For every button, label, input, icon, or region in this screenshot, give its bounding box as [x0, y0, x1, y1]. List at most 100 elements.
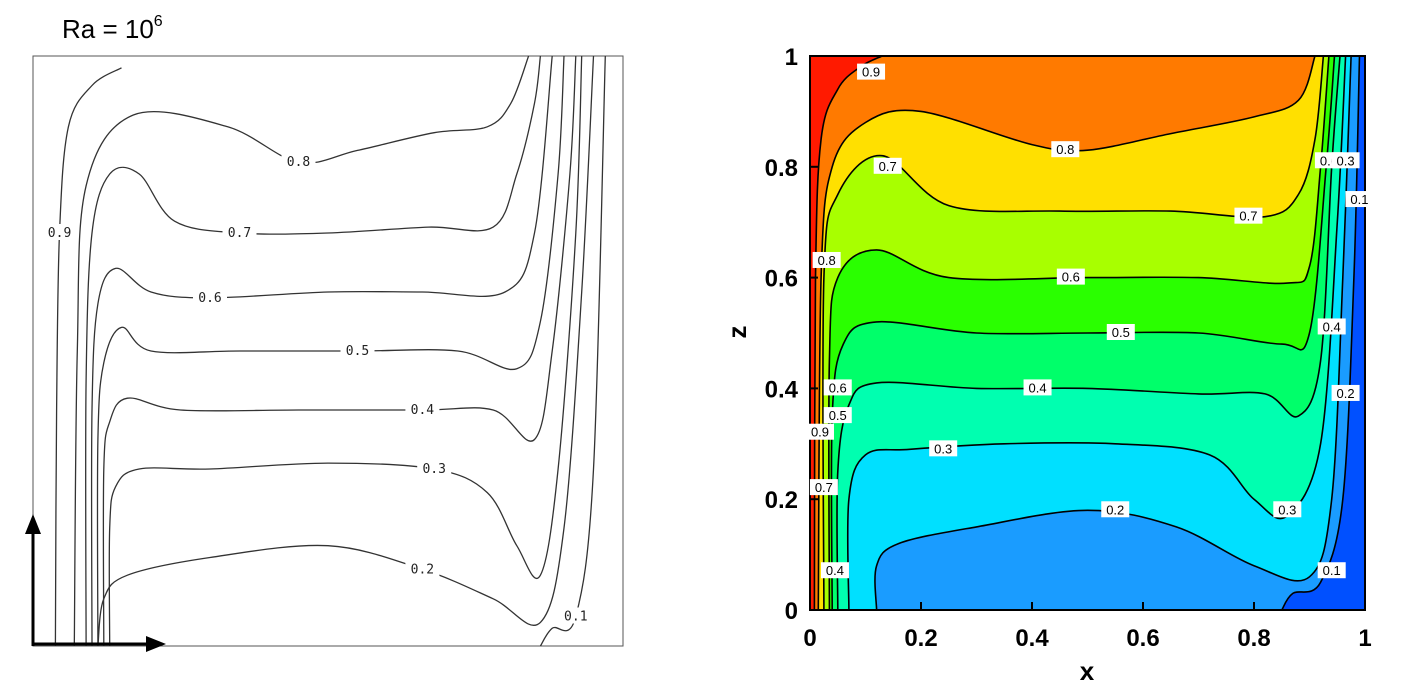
- contour-label-bg: [42, 224, 77, 240]
- inline-label: 0.4: [1029, 380, 1047, 395]
- inline-label-bg: [857, 63, 886, 80]
- right-contour-labels: 0.9 0.8 0.7 0.7 0.6 0.5 0.4 0.3 0.2 0.3 0.1 0.8 0.6 0…: [805, 63, 1374, 579]
- inline-label: 0.7: [1239, 209, 1257, 224]
- horizontal-arrow-head: [146, 636, 166, 652]
- contour-label: 0.5: [346, 344, 369, 359]
- inline-label-bg: [812, 251, 841, 268]
- contour-line-0.8: [817, 56, 1316, 610]
- contour-label-bg: [193, 288, 227, 305]
- contour-label: 0.7: [228, 226, 251, 241]
- contour-label-bg: [405, 560, 440, 577]
- inline-label: 0.2: [1337, 386, 1355, 401]
- inline-label-bg: [1234, 207, 1263, 224]
- left-contour-lines: [54, 55, 606, 647]
- inline-label: 0.4: [826, 563, 844, 578]
- contour-label-bg: [417, 460, 452, 476]
- fill-band-8: [810, 56, 1315, 610]
- contour-line-0.1: [539, 55, 606, 647]
- inline-label: 0.7: [879, 159, 897, 174]
- contour-line-0.4: [102, 55, 577, 647]
- left-title: Ra = 106: [62, 13, 163, 44]
- inline-label: 0.8: [818, 253, 836, 268]
- inline-label-bg: [809, 479, 838, 496]
- left-contour-labels: 0.9 0.8 0.7 0.6 0.5 0.4 0.3 0.2 0.1: [42, 153, 593, 625]
- y-tick-label: 1: [785, 44, 798, 71]
- inline-label-bg: [1051, 141, 1080, 158]
- y-tick-label: 0.4: [765, 376, 799, 403]
- y-axis-ticks: 0 0.2 0.4 0.6 0.8 1: [765, 44, 818, 625]
- contour-label: 0.4: [411, 403, 435, 418]
- contour-line-0.5: [830, 56, 1336, 610]
- inline-label-bg: [1345, 191, 1374, 208]
- inline-label: 0.1: [1323, 563, 1341, 578]
- right-plot-frame: [809, 55, 1366, 611]
- contour-label-bg: [222, 224, 257, 240]
- inline-label: 0.3: [934, 441, 952, 456]
- inline-label: 0.4: [1323, 319, 1341, 334]
- contour-line-0.7: [85, 55, 542, 647]
- inline-label: 0.5: [1112, 325, 1130, 340]
- x-tick-label: 0.2: [904, 625, 937, 652]
- inline-label-bg: [929, 440, 958, 457]
- x-axis-label: x: [1080, 656, 1095, 686]
- y-axis-label: z: [722, 326, 752, 339]
- inline-label: 0.2: [1106, 502, 1124, 517]
- inline-label-bg: [1331, 152, 1360, 169]
- x-tick-label: 0.8: [1237, 625, 1270, 652]
- inline-label: 0.5: [829, 408, 847, 423]
- inline-label-bg: [823, 407, 852, 424]
- contour-label-bg: [405, 401, 440, 417]
- inline-label-bg: [1273, 501, 1302, 518]
- y-tick-label: 0: [785, 598, 798, 625]
- inline-label-bg: [1317, 318, 1346, 335]
- inline-label-bg: [1106, 324, 1135, 340]
- inline-label-bg: [873, 157, 902, 174]
- inline-label: 0.3: [1278, 502, 1296, 517]
- inline-label: 0.1: [1350, 192, 1368, 207]
- vertical-arrow-head: [25, 514, 41, 534]
- contour-line-0.3: [108, 55, 583, 647]
- x-tick-label: 0.6: [1126, 625, 1159, 652]
- contour-label-bg: [558, 607, 593, 624]
- x-axis-ticks: 0 0.2 0.4 0.6 0.8 1: [803, 602, 1372, 652]
- inline-label-bg: [1101, 501, 1130, 518]
- inline-label: 0.6: [829, 380, 847, 395]
- inline-label-bg: [1056, 268, 1085, 285]
- inline-label-bg: [820, 562, 849, 579]
- contour-label: 0.2: [411, 562, 434, 577]
- y-tick-label: 0.6: [765, 266, 798, 293]
- fill-band-9: [810, 56, 883, 610]
- right-contour-panel: 0.90.80.70.70.60.50.40.30.2 0.30.10.80.60…: [722, 44, 1374, 686]
- contour-label: 0.6: [198, 291, 221, 306]
- contour-label: 0.1: [564, 610, 587, 625]
- inline-label: 0.9: [862, 65, 880, 80]
- inline-label-bg: [1317, 562, 1346, 579]
- contour-line-0.5: [96, 55, 565, 647]
- x-tick-label: 0: [803, 625, 816, 652]
- inline-label: 0.9: [811, 425, 829, 440]
- axis-arrows: [25, 514, 166, 652]
- title-exponent: 6: [154, 13, 163, 30]
- left-contour-panel: Ra = 106 0.9 0.8 0.7 0.6 0.5 0.4 0.3 0.2 0.1: [25, 13, 624, 652]
- contour-label: 0.9: [48, 226, 71, 241]
- contour-line-0.7: [822, 56, 1325, 610]
- y-tick-label: 0.2: [765, 487, 798, 514]
- contour-label: 0.8: [287, 155, 310, 170]
- inline-label-bg: [805, 423, 834, 440]
- inline-label-bg: [823, 379, 852, 396]
- inline-label-bg: [1023, 379, 1052, 396]
- contour-label-bg: [340, 342, 375, 358]
- fill-band-7: [810, 56, 1324, 610]
- contour-label: 0.3: [422, 462, 445, 477]
- x-tick-label: 1: [1358, 625, 1371, 652]
- contour-line-0.8: [73, 55, 530, 647]
- y-tick-label: 0.8: [765, 155, 798, 182]
- inline-label-bg: [1331, 384, 1360, 401]
- title-base: Ra = 10: [62, 14, 154, 44]
- contour-line-0.2: [97, 55, 595, 647]
- inline-label: 0.8: [1056, 142, 1074, 157]
- contour-label-bg: [281, 153, 316, 170]
- inline-label: 0.7: [815, 480, 833, 495]
- inline-label: 0.3: [1337, 153, 1355, 168]
